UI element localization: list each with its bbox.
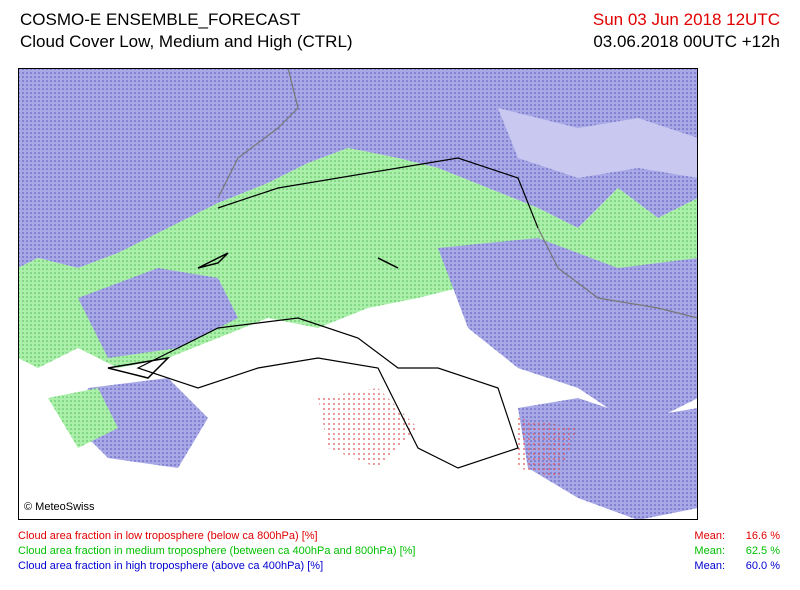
map: © MeteoSwiss [18, 68, 698, 520]
border [217, 68, 698, 319]
mean-label: Mean: [694, 530, 725, 542]
low-cloud [518, 418, 578, 478]
border [136, 317, 519, 469]
legend-label: Cloud area fraction in medium tropospher… [18, 545, 416, 557]
mean-label: Mean: [694, 545, 725, 557]
legend-label: Cloud area fraction in low troposphere (… [18, 530, 318, 542]
mean-value: 60.0 % [745, 560, 780, 572]
medium-cloud [48, 388, 118, 448]
valid-time: Sun 03 Jun 2018 12UTC [592, 10, 780, 29]
mean-label: Mean: [694, 560, 725, 572]
low-cloud [318, 388, 418, 468]
subtitle: Cloud Cover Low, Medium and High (CTRL) [20, 32, 353, 51]
legend-row: Cloud area fraction in high troposphere … [18, 560, 780, 575]
legend-row: Cloud area fraction in low troposphere (… [18, 530, 780, 545]
mean-value: 16.6 % [745, 530, 780, 542]
title: COSMO-E ENSEMBLE_FORECAST [20, 10, 301, 29]
mean-value: 62.5 % [745, 545, 780, 557]
high-cloud [438, 238, 698, 428]
run-time: 03.06.2018 00UTC +12h [593, 32, 780, 51]
legend-row: Cloud area fraction in medium tropospher… [18, 545, 780, 560]
lake [107, 252, 399, 379]
legend: Cloud area fraction in low troposphere (… [18, 530, 780, 575]
credit: © MeteoSwiss [24, 501, 95, 513]
high-cloud [78, 268, 238, 358]
high-cloud [498, 108, 698, 178]
legend-label: Cloud area fraction in high troposphere … [18, 560, 324, 572]
map-frame [18, 68, 698, 520]
high-cloud [78, 378, 208, 468]
border [217, 157, 539, 229]
